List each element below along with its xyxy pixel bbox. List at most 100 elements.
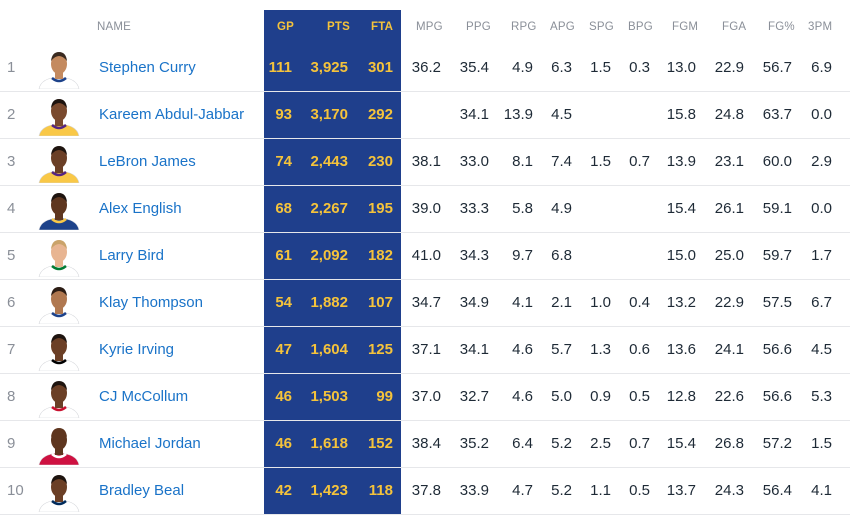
- fga-cell: 22.9: [714, 294, 744, 311]
- player-name-link[interactable]: LeBron James: [99, 153, 196, 170]
- header-fga[interactable]: FGA: [722, 21, 747, 33]
- rank-cell: 6: [7, 294, 16, 311]
- apg-cell: 5.2: [551, 482, 572, 499]
- header-3pm[interactable]: 3PM: [808, 21, 833, 33]
- gp-cell: 46: [275, 388, 292, 405]
- fgm-cell: 13.9: [666, 153, 696, 170]
- spg-cell: 1.5: [590, 153, 611, 170]
- table-row: 6 Klay Thompson 54 1,882 107 34.7 34.9 4.1 2.1 1.…: [0, 280, 850, 327]
- header-apg[interactable]: APG: [550, 21, 575, 33]
- rpg-cell: 8.1: [512, 153, 533, 170]
- table-row: 8 CJ McCollum 46 1,503 99 37.0 32.7 4.6 5.0 0.9 0.…: [0, 374, 850, 421]
- bpg-cell: 0.3: [629, 59, 650, 76]
- player-avatar[interactable]: [35, 331, 83, 371]
- fga-cell: 26.8: [714, 435, 744, 452]
- player-avatar[interactable]: [35, 472, 83, 512]
- mpg-cell: 37.0: [411, 388, 441, 405]
- fgm-cell: 15.4: [666, 200, 696, 217]
- fta-cell: 152: [367, 435, 393, 452]
- player-name-link[interactable]: Stephen Curry: [99, 59, 196, 76]
- mpg-cell: 39.0: [411, 200, 441, 217]
- player-avatar[interactable]: [35, 49, 83, 89]
- player-name-link[interactable]: Alex English: [99, 200, 182, 217]
- fg-pct-cell: 56.6: [762, 341, 792, 358]
- ppg-cell: 33.3: [459, 200, 489, 217]
- fga-cell: 26.1: [714, 200, 744, 217]
- player-name-link[interactable]: Kareem Abdul-Jabbar: [99, 106, 245, 123]
- ppg-cell: 34.1: [459, 106, 489, 123]
- pts-cell: 3,925: [310, 59, 348, 76]
- rank-cell: 10: [7, 482, 24, 499]
- player-avatar[interactable]: [35, 190, 83, 230]
- fta-cell: 301: [367, 59, 393, 76]
- header-pts[interactable]: PTS: [327, 21, 350, 33]
- fta-cell: 230: [367, 153, 393, 170]
- header-name[interactable]: NAME: [97, 21, 132, 33]
- fgm-cell: 13.2: [666, 294, 696, 311]
- rpg-cell: 4.1: [512, 294, 533, 311]
- player-avatar[interactable]: [35, 143, 83, 183]
- player-name-link[interactable]: Bradley Beal: [99, 482, 185, 499]
- apg-cell: 7.4: [551, 153, 572, 170]
- player-name-link[interactable]: Larry Bird: [99, 247, 165, 264]
- ppg-cell: 33.0: [459, 153, 489, 170]
- header-bpg[interactable]: BPG: [628, 21, 653, 33]
- fta-cell: 182: [367, 247, 393, 264]
- player-name-link[interactable]: CJ McCollum: [99, 388, 189, 405]
- apg-cell: 4.9: [551, 200, 572, 217]
- header-mpg[interactable]: MPG: [416, 21, 443, 33]
- apg-cell: 5.7: [551, 341, 572, 358]
- header-fg-pct[interactable]: FG%: [768, 21, 795, 33]
- bpg-cell: 0.5: [629, 482, 650, 499]
- header-ppg[interactable]: PPG: [466, 21, 491, 33]
- bpg-cell: 0.6: [629, 341, 650, 358]
- rank-cell: 2: [7, 106, 16, 123]
- 3pm-cell: 1.7: [811, 247, 832, 264]
- apg-cell: 6.8: [551, 247, 572, 264]
- header-fta[interactable]: FTA: [371, 21, 394, 33]
- player-avatar[interactable]: [35, 284, 83, 324]
- pts-cell: 2,267: [310, 200, 348, 217]
- apg-cell: 6.3: [551, 59, 572, 76]
- header-fgm[interactable]: FGM: [672, 21, 699, 33]
- pts-cell: 2,443: [310, 153, 348, 170]
- 3pm-cell: 6.7: [811, 294, 832, 311]
- table-header: NAME GP PTS FTA MPG PPG RPG APG SPG BPG …: [0, 0, 850, 44]
- mpg-cell: 34.7: [411, 294, 441, 311]
- player-name-link[interactable]: Michael Jordan: [99, 435, 201, 452]
- header-rpg[interactable]: RPG: [511, 21, 537, 33]
- player-name-link[interactable]: Klay Thompson: [99, 294, 203, 311]
- ppg-cell: 32.7: [459, 388, 489, 405]
- fg-pct-cell: 56.7: [762, 59, 792, 76]
- pts-cell: 1,503: [310, 388, 348, 405]
- header-gp[interactable]: GP: [277, 21, 295, 33]
- fgm-cell: 13.0: [666, 59, 696, 76]
- rpg-cell: 4.7: [512, 482, 533, 499]
- rpg-cell: 4.6: [512, 388, 533, 405]
- player-avatar[interactable]: [35, 425, 83, 465]
- fg-pct-cell: 57.2: [762, 435, 792, 452]
- fta-cell: 195: [367, 200, 393, 217]
- player-avatar[interactable]: [35, 378, 83, 418]
- row-divider: [0, 467, 850, 468]
- player-avatar[interactable]: [35, 237, 83, 277]
- ppg-cell: 34.1: [459, 341, 489, 358]
- spg-cell: 1.5: [590, 59, 611, 76]
- player-avatar[interactable]: [35, 96, 83, 136]
- ppg-cell: 35.2: [459, 435, 489, 452]
- header-spg[interactable]: SPG: [589, 21, 614, 33]
- apg-cell: 5.2: [551, 435, 572, 452]
- pts-cell: 3,170: [310, 106, 348, 123]
- mpg-cell: 37.1: [411, 341, 441, 358]
- player-name-link[interactable]: Kyrie Irving: [99, 341, 175, 358]
- table-row: 1 Stephen Curry 111 3,925 301 36.2 35.4 4.9 6.3 1…: [0, 45, 850, 92]
- fgm-cell: 15.0: [666, 247, 696, 264]
- rank-cell: 5: [7, 247, 16, 264]
- 3pm-cell: 4.5: [811, 341, 832, 358]
- rpg-cell: 6.4: [512, 435, 533, 452]
- fga-cell: 24.8: [714, 106, 744, 123]
- 3pm-cell: 2.9: [811, 153, 832, 170]
- fg-pct-cell: 59.7: [762, 247, 792, 264]
- fta-cell: 292: [367, 106, 393, 123]
- fg-pct-cell: 56.4: [762, 482, 792, 499]
